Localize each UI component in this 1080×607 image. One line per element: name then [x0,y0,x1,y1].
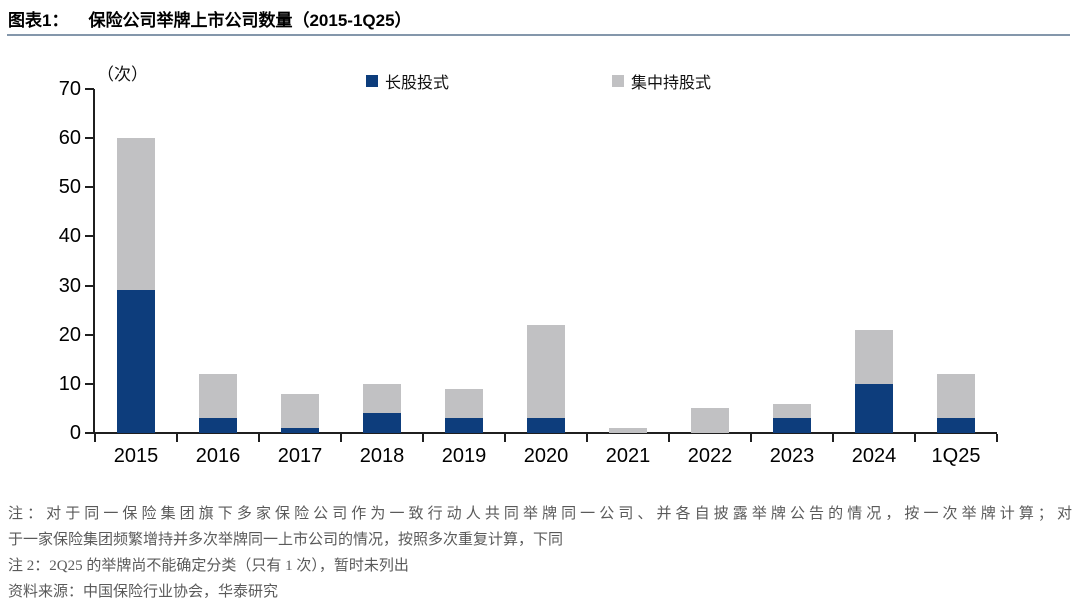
x-axis-tick [94,434,96,442]
bar-segment [117,138,155,291]
x-axis-tick [996,434,998,442]
y-axis-tick [85,88,94,90]
y-axis-tick-label: 60 [58,127,81,150]
x-axis-tick-label: 2021 [605,445,651,467]
bar-segment [445,418,483,433]
plot-area [93,89,997,434]
bar-segment [773,418,811,433]
source-line: 资料来源：中国保险行业协会，华泰研究 [8,584,279,600]
bar-segment [855,329,893,384]
x-axis-tick [340,434,342,442]
bar-segment [199,374,237,419]
x-axis-tick-label: 2016 [195,445,241,467]
bar-segment [609,428,647,433]
bar-segment [773,403,811,419]
legend-item-long-equity: 长股投式 [366,69,449,93]
title-divider [7,34,1070,36]
y-axis-tick [85,137,94,140]
y-axis-tick [85,284,94,287]
x-axis-tick-label: 2022 [687,445,733,467]
bar-segment [363,413,401,433]
bar-segment [281,428,319,433]
y-axis-tick [85,235,94,238]
bar-segment [445,388,483,419]
x-axis-tick-label: 2020 [523,445,569,467]
legend-swatch-blue [366,75,378,87]
bar-segment [199,418,237,433]
footnotes: 注：对于同一保险集团旗下多家保险公司作为一致行动人共同举牌同一公司、并各自披露举… [8,501,1072,605]
bar-segment [363,383,401,414]
y-axis-tick-label: 40 [58,225,81,248]
figure-title: 图表1： 保险公司举牌上市公司数量（2015-1Q25） [8,6,412,31]
bar-segment [855,383,893,433]
y-axis-tick [85,186,94,189]
bar-segment [527,324,565,419]
bar-segment [281,393,319,429]
x-axis-tick [832,434,834,442]
legend-item-concentrated: 集中持股式 [612,69,711,93]
bar-segment [117,290,155,433]
x-axis-tick-label: 2024 [851,445,897,467]
y-axis-tick [85,333,94,336]
x-axis-tick-label: 1Q25 [931,445,981,467]
x-axis-tick [668,434,670,442]
figure-title-text: 保险公司举牌上市公司数量（2015-1Q25） [88,11,412,30]
y-axis-tick-label: 20 [58,323,81,346]
y-axis-tick-label: 10 [58,372,81,395]
x-axis-tick [422,434,424,442]
bar-segment [691,408,729,433]
bar-segment [937,374,975,419]
x-axis-tick [176,434,178,442]
bar-segment [527,418,565,433]
y-axis-tick-label: 30 [58,274,81,297]
legend-swatch-gray [612,75,624,87]
note-line-3: 注 2：2Q25 的举牌尚不能确定分类（只有 1 次），暂时未列出 [8,558,409,574]
note-line-1: 注：对于同一保险集团旗下多家保险公司作为一致行动人共同举牌同一公司、并各自披露举… [8,506,1072,522]
y-axis-tick [85,432,94,434]
bar-segment [937,418,975,433]
x-axis-tick [586,434,588,442]
legend-label-long-equity: 长股投式 [385,75,450,92]
y-axis-tick [85,382,94,385]
y-axis-tick-label: 0 [69,422,81,444]
y-axis-unit-label: （次） [97,65,148,84]
x-axis-tick-label: 2018 [359,445,405,467]
x-axis-tick-label: 2017 [277,445,323,467]
x-axis-tick-label: 2019 [441,445,487,467]
x-axis-tick-label: 2023 [769,445,815,467]
x-axis-tick [750,434,752,442]
figure-number: 图表1： [8,11,69,30]
x-axis-tick [504,434,506,442]
x-axis-tick [914,434,916,442]
note-line-2: 于一家保险集团频繁增持并多次举牌同一上市公司的情况，按照多次重复计算，下同 [8,532,564,548]
y-axis-tick-label: 70 [58,78,81,100]
y-axis-tick-label: 50 [58,176,81,199]
legend-label-concentrated: 集中持股式 [631,75,712,92]
x-axis-tick [258,434,260,442]
x-axis-tick-label: 2015 [113,445,159,467]
